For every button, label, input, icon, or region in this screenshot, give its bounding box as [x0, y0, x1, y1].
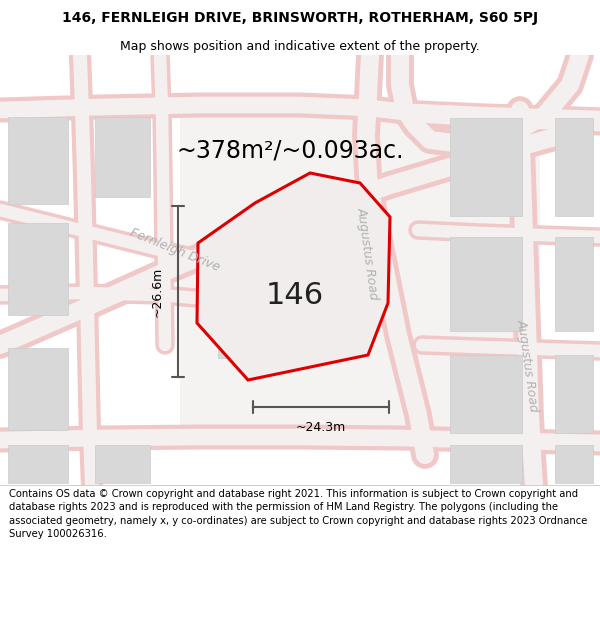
Bar: [95, 445, 150, 483]
Text: ~24.3m: ~24.3m: [296, 421, 346, 434]
Text: ~378m²/~0.093ac.: ~378m²/~0.093ac.: [176, 138, 404, 162]
Bar: [450, 237, 522, 331]
Bar: [450, 355, 522, 433]
Bar: [555, 237, 593, 331]
Text: Augustus Road: Augustus Road: [515, 318, 541, 412]
Bar: [8, 117, 68, 204]
Bar: [450, 445, 522, 483]
Text: 146, FERNLEIGH DRIVE, BRINSWORTH, ROTHERHAM, S60 5PJ: 146, FERNLEIGH DRIVE, BRINSWORTH, ROTHER…: [62, 11, 538, 25]
Text: Contains OS data © Crown copyright and database right 2021. This information is : Contains OS data © Crown copyright and d…: [9, 489, 587, 539]
Text: Augustus Road: Augustus Road: [355, 206, 381, 300]
Text: Map shows position and indicative extent of the property.: Map shows position and indicative extent…: [120, 39, 480, 52]
Bar: [8, 445, 68, 483]
Bar: [555, 445, 593, 483]
Bar: [8, 223, 68, 315]
Bar: [450, 118, 522, 216]
Polygon shape: [180, 110, 540, 440]
Text: Fernleigh Drive: Fernleigh Drive: [128, 226, 222, 274]
Bar: [95, 117, 150, 197]
Bar: [218, 283, 316, 358]
Bar: [555, 118, 593, 216]
Text: ~26.6m: ~26.6m: [151, 266, 164, 317]
Text: 146: 146: [266, 281, 324, 309]
Bar: [8, 348, 68, 430]
Polygon shape: [197, 173, 390, 380]
Bar: [555, 355, 593, 433]
